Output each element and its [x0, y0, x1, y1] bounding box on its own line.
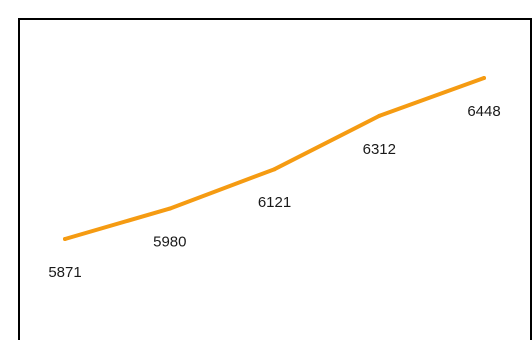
data-label-layer: 5871 5980 6121 6312 6448 [48, 103, 500, 281]
data-label: 6121 [258, 194, 291, 211]
data-label: 5871 [48, 264, 81, 281]
data-point [167, 206, 172, 211]
data-label: 6448 [467, 103, 500, 120]
chart-frame [18, 18, 532, 340]
data-label: 5980 [153, 234, 186, 251]
data-point [63, 237, 67, 241]
data-point [272, 167, 277, 172]
data-point [482, 76, 486, 80]
data-label: 6312 [363, 141, 396, 158]
data-point [377, 113, 382, 118]
series-line [63, 76, 486, 241]
series-layer [63, 76, 486, 241]
